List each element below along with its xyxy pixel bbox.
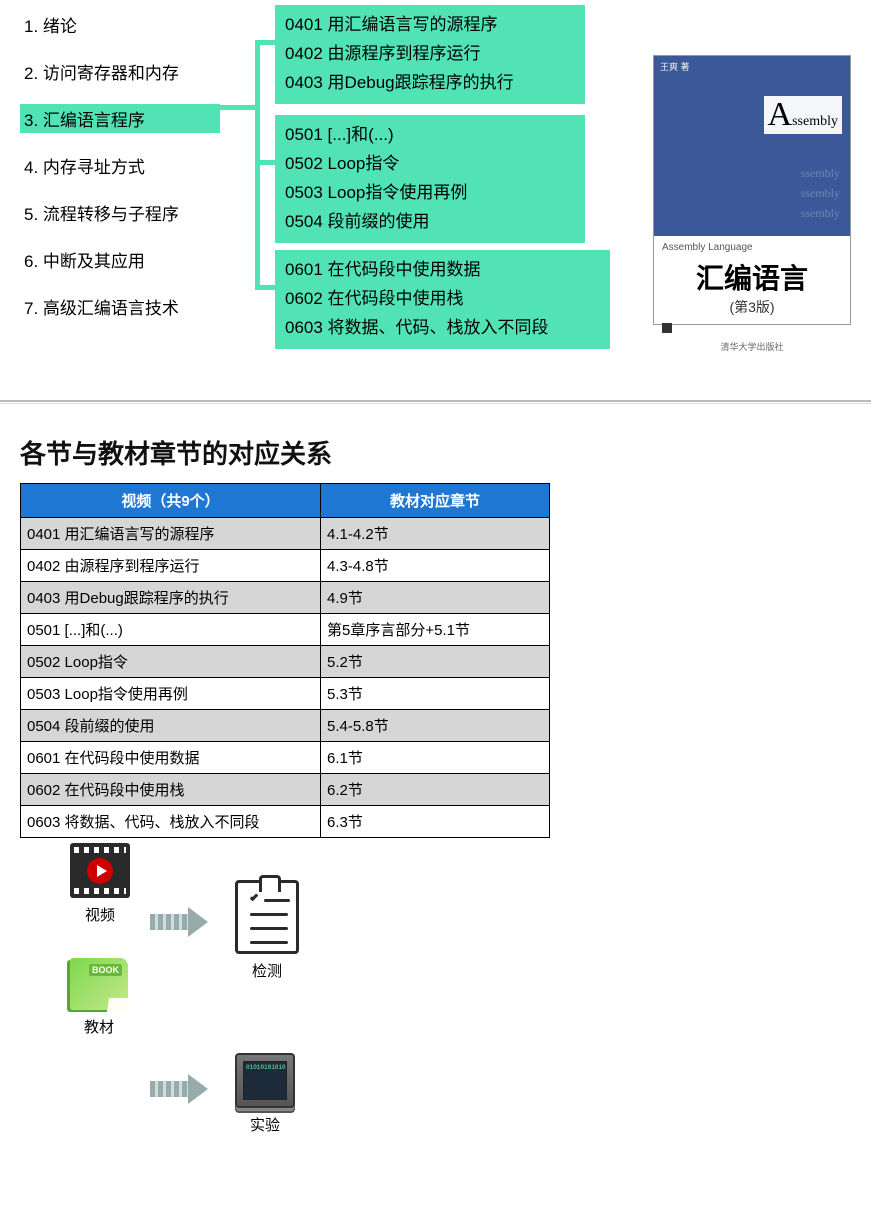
test-resource: 检测	[235, 880, 299, 981]
book-cover-top: 王爽 著 Assembly ssembly ssembly ssembly	[654, 56, 850, 236]
lesson-group-06: 0601 在代码段中使用数据 0602 在代码段中使用栈 0603 将数据、代码…	[275, 250, 610, 349]
book-faded-text: ssembly	[801, 166, 840, 181]
table-cell: 4.1-4.2节	[321, 518, 550, 550]
lesson-item: 0401 用汇编语言写的源程序	[285, 11, 575, 40]
lab-resource: 实验	[235, 1053, 295, 1135]
table-row: 0601 在代码段中使用数据6.1节	[21, 742, 550, 774]
lesson-item: 0402 由源程序到程序运行	[285, 40, 575, 69]
table-cell: 0503 Loop指令使用再例	[21, 678, 321, 710]
table-cell: 6.3节	[321, 806, 550, 838]
video-icon	[70, 843, 130, 898]
book-publisher: 清华大学出版社	[662, 340, 842, 353]
connector	[255, 40, 275, 45]
table-cell: 0603 将数据、代码、栈放入不同段	[21, 806, 321, 838]
lesson-item: 0504 段前缀的使用	[285, 208, 575, 237]
course-outline-panel: 1. 绪论 2. 访问寄存器和内存 3. 汇编语言程序 4. 内存寻址方式 5.…	[0, 0, 871, 340]
book-cover-bottom: Assembly Language 汇编语言 (第3版) 清华大学出版社	[654, 236, 850, 359]
book-title: 汇编语言	[662, 257, 842, 297]
book-language-label: Assembly Language	[662, 242, 842, 253]
mapping-section: 各节与教材章节的对应关系 视频（共9个） 教材对应章节 0401 用汇编语言写的…	[0, 434, 871, 1208]
book-wordmark: Assembly	[764, 96, 842, 134]
textbook-label: 教材	[84, 1016, 114, 1037]
book-faded-text: ssembly	[801, 206, 840, 221]
book-mark-icon	[662, 323, 672, 333]
lesson-item: 0501 [...]和(...)	[285, 121, 575, 150]
mapping-title: 各节与教材章节的对应关系	[20, 434, 851, 471]
table-header-chapter: 教材对应章节	[321, 484, 550, 518]
connector	[255, 285, 275, 290]
table-cell: 0601 在代码段中使用数据	[21, 742, 321, 774]
book-author: 王爽 著	[660, 60, 690, 73]
table-row: 0402 由源程序到程序运行4.3-4.8节	[21, 550, 550, 582]
table-cell: 0501 [...]和(...)	[21, 614, 321, 646]
lesson-item: 0601 在代码段中使用数据	[285, 256, 600, 285]
lesson-item: 0603 将数据、代码、栈放入不同段	[285, 314, 600, 343]
lab-label: 实验	[250, 1114, 280, 1135]
table-cell: 6.1节	[321, 742, 550, 774]
test-label: 检测	[252, 960, 282, 981]
book-faded-text: ssembly	[801, 186, 840, 201]
lesson-group-04: 0401 用汇编语言写的源程序 0402 由源程序到程序运行 0403 用Deb…	[275, 5, 585, 104]
table-row: 0503 Loop指令使用再例5.3节	[21, 678, 550, 710]
book-icon	[70, 958, 128, 1010]
table-row: 0403 用Debug跟踪程序的执行4.9节	[21, 582, 550, 614]
chapter-item-2: 2. 访问寄存器和内存	[20, 57, 220, 86]
mapping-table: 视频（共9个） 教材对应章节 0401 用汇编语言写的源程序4.1-4.2节04…	[20, 483, 550, 838]
table-cell: 0602 在代码段中使用栈	[21, 774, 321, 806]
table-row: 0401 用汇编语言写的源程序4.1-4.2节	[21, 518, 550, 550]
textbook-cover: 王爽 著 Assembly ssembly ssembly ssembly As…	[653, 55, 851, 325]
chapter-item-5: 5. 流程转移与子程序	[20, 198, 220, 227]
video-resource: 视频	[70, 843, 130, 925]
table-cell: 0401 用汇编语言写的源程序	[21, 518, 321, 550]
table-row: 0603 将数据、代码、栈放入不同段6.3节	[21, 806, 550, 838]
table-cell: 0403 用Debug跟踪程序的执行	[21, 582, 321, 614]
table-row: 0501 [...]和(...)第5章序言部分+5.1节	[21, 614, 550, 646]
table-header-video: 视频（共9个）	[21, 484, 321, 518]
chapter-list: 1. 绪论 2. 访问寄存器和内存 3. 汇编语言程序 4. 内存寻址方式 5.…	[20, 10, 220, 321]
section-divider	[0, 400, 871, 404]
video-label: 视频	[85, 904, 115, 925]
chapter-item-4: 4. 内存寻址方式	[20, 151, 220, 180]
chapter-item-7: 7. 高级汇编语言技术	[20, 292, 220, 321]
table-row: 0602 在代码段中使用栈6.2节	[21, 774, 550, 806]
table-cell: 5.4-5.8节	[321, 710, 550, 742]
table-row: 0502 Loop指令5.2节	[21, 646, 550, 678]
lesson-item: 0503 Loop指令使用再例	[285, 179, 575, 208]
textbook-resource: 教材	[70, 958, 128, 1037]
chapter-item-6: 6. 中断及其应用	[20, 245, 220, 274]
computer-icon	[235, 1053, 295, 1108]
arrow-to-lab	[150, 1078, 210, 1100]
table-cell: 6.2节	[321, 774, 550, 806]
table-cell: 0502 Loop指令	[21, 646, 321, 678]
table-header-row: 视频（共9个） 教材对应章节	[21, 484, 550, 518]
connector	[220, 105, 260, 110]
lesson-item: 0403 用Debug跟踪程序的执行	[285, 69, 575, 98]
connector	[255, 160, 275, 165]
chapter-item-1: 1. 绪论	[20, 10, 220, 39]
resource-flow-diagram: 视频 教材 检测	[50, 838, 330, 1208]
lesson-group-05: 0501 [...]和(...) 0502 Loop指令 0503 Loop指令…	[275, 115, 585, 243]
connector	[255, 40, 260, 290]
table-cell: 4.3-4.8节	[321, 550, 550, 582]
arrow-to-test	[150, 911, 210, 933]
checklist-icon	[235, 880, 299, 954]
chapter-item-3: 3. 汇编语言程序	[20, 104, 220, 133]
table-cell: 0504 段前缀的使用	[21, 710, 321, 742]
lesson-item: 0602 在代码段中使用栈	[285, 285, 600, 314]
book-edition: (第3版)	[662, 297, 842, 317]
table-cell: 第5章序言部分+5.1节	[321, 614, 550, 646]
table-cell: 0402 由源程序到程序运行	[21, 550, 321, 582]
table-cell: 4.9节	[321, 582, 550, 614]
table-row: 0504 段前缀的使用5.4-5.8节	[21, 710, 550, 742]
table-cell: 5.3节	[321, 678, 550, 710]
table-cell: 5.2节	[321, 646, 550, 678]
lesson-item: 0502 Loop指令	[285, 150, 575, 179]
